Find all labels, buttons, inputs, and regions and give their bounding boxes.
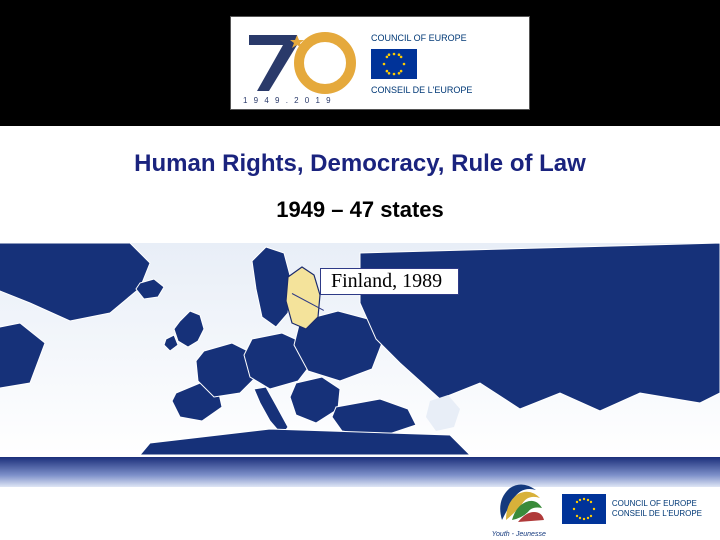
country-callout: Finland, 1989 [320,268,459,295]
youth-logo: Youth - Jeunesse [492,480,546,538]
callout-text: Finland, 1989 [331,270,442,292]
slide-title: Human Rights, Democracy, Rule of Law [0,150,720,178]
coe-footer-bottom: CONSEIL DE L'EUROPE [612,509,702,519]
map-region: Finland, 1989 [0,243,720,455]
coe-flag-icon [371,49,417,79]
footer-logos: Youth - Jeunesse COUNCIL OF EUROPE CONSE… [492,480,702,538]
slide: 1 9 4 9 . 2 0 1 9 COUNCIL OF EUROPE CONS… [0,0,720,540]
anniversary-years: 1 9 4 9 . 2 0 1 9 [243,96,333,105]
coe-footer-top: COUNCIL OF EUROPE [612,499,702,509]
top-banner: 1 9 4 9 . 2 0 1 9 COUNCIL OF EUROPE CONS… [0,0,720,126]
coe-label-bottom: CONSEIL DE L'EUROPE [371,85,521,95]
coe-label-top: COUNCIL OF EUROPE [371,33,521,43]
slide-subtitle: 1949 – 47 states [0,197,720,223]
coe-footer-flag-icon [562,494,606,524]
youth-logo-icon [492,480,546,526]
coe-footer-block: COUNCIL OF EUROPE CONSEIL DE L'EUROPE [562,494,702,524]
youth-logo-label: Youth - Jeunesse [492,531,546,538]
coe-footer-text: COUNCIL OF EUROPE CONSEIL DE L'EUROPE [612,499,702,520]
header-logo-panel: 1 9 4 9 . 2 0 1 9 COUNCIL OF EUROPE CONS… [230,16,530,110]
anniversary-70-logo [241,25,361,103]
coe-header-block: COUNCIL OF EUROPE CONSEIL DE L'EUROPE [371,23,521,105]
